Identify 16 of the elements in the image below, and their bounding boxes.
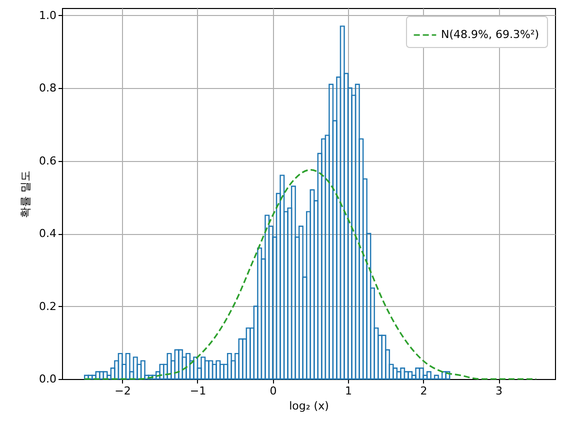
x-tick-label: −1 (190, 384, 206, 398)
y-tick-label: 0.8 (39, 82, 56, 95)
y-axis-title: 확률 밀도 (19, 170, 32, 218)
y-tick-label: 0.0 (39, 372, 56, 386)
legend-label: N(48.9%, 69.3%²) (441, 28, 540, 41)
x-tick-label: 0 (270, 384, 277, 398)
y-tick-label: 1.0 (39, 8, 56, 22)
x-axis-title: log₂ (x) (289, 400, 329, 412)
x-tick-label: 2 (420, 384, 428, 398)
x-tick-label: 3 (496, 384, 503, 398)
y-tick-label: 0.2 (39, 300, 56, 313)
line-series (84, 169, 537, 380)
y-tick-label: 0.6 (39, 154, 56, 168)
x-tick-label: 1 (345, 384, 352, 398)
x-tick-label: −2 (114, 384, 131, 398)
y-tick-label: 0.4 (39, 227, 56, 240)
